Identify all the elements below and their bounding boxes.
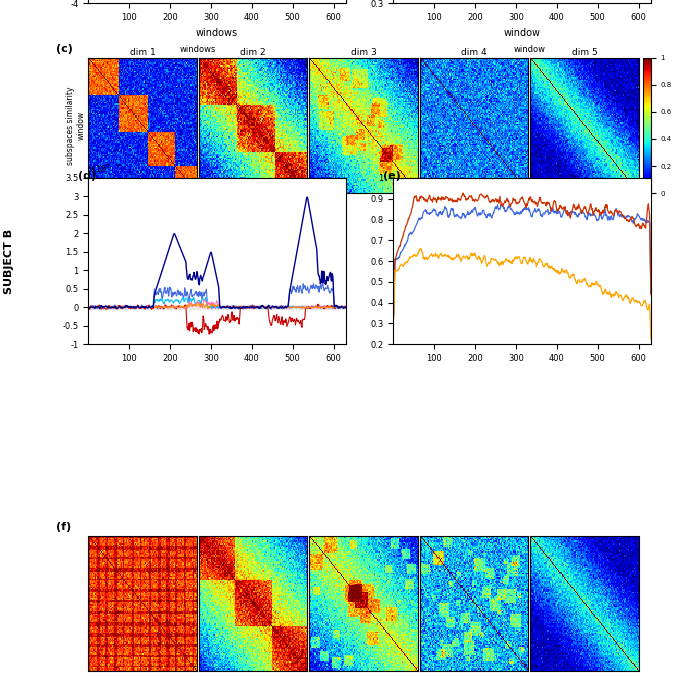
Text: SUBJECT B: SUBJECT B [5,228,14,294]
X-axis label: window: window [504,28,540,38]
Title: dim 4: dim 4 [461,48,487,57]
Y-axis label: subspaces similarity
window: subspaces similarity window [66,86,85,165]
Text: $\times 10^5$: $\times 10^5$ [88,163,111,176]
Text: windows: windows [180,45,216,54]
X-axis label: windows: windows [196,28,238,38]
Title: dim 5: dim 5 [572,48,597,57]
Text: (c): (c) [56,44,73,54]
Title: dim 3: dim 3 [351,48,376,57]
Text: (d): (d) [78,172,96,181]
X-axis label: window: window [126,196,159,205]
Text: (e): (e) [383,172,401,181]
Text: (f): (f) [56,522,71,532]
Title: dim 2: dim 2 [240,48,266,57]
Title: dim 1: dim 1 [129,48,155,57]
Text: window: window [513,45,545,54]
